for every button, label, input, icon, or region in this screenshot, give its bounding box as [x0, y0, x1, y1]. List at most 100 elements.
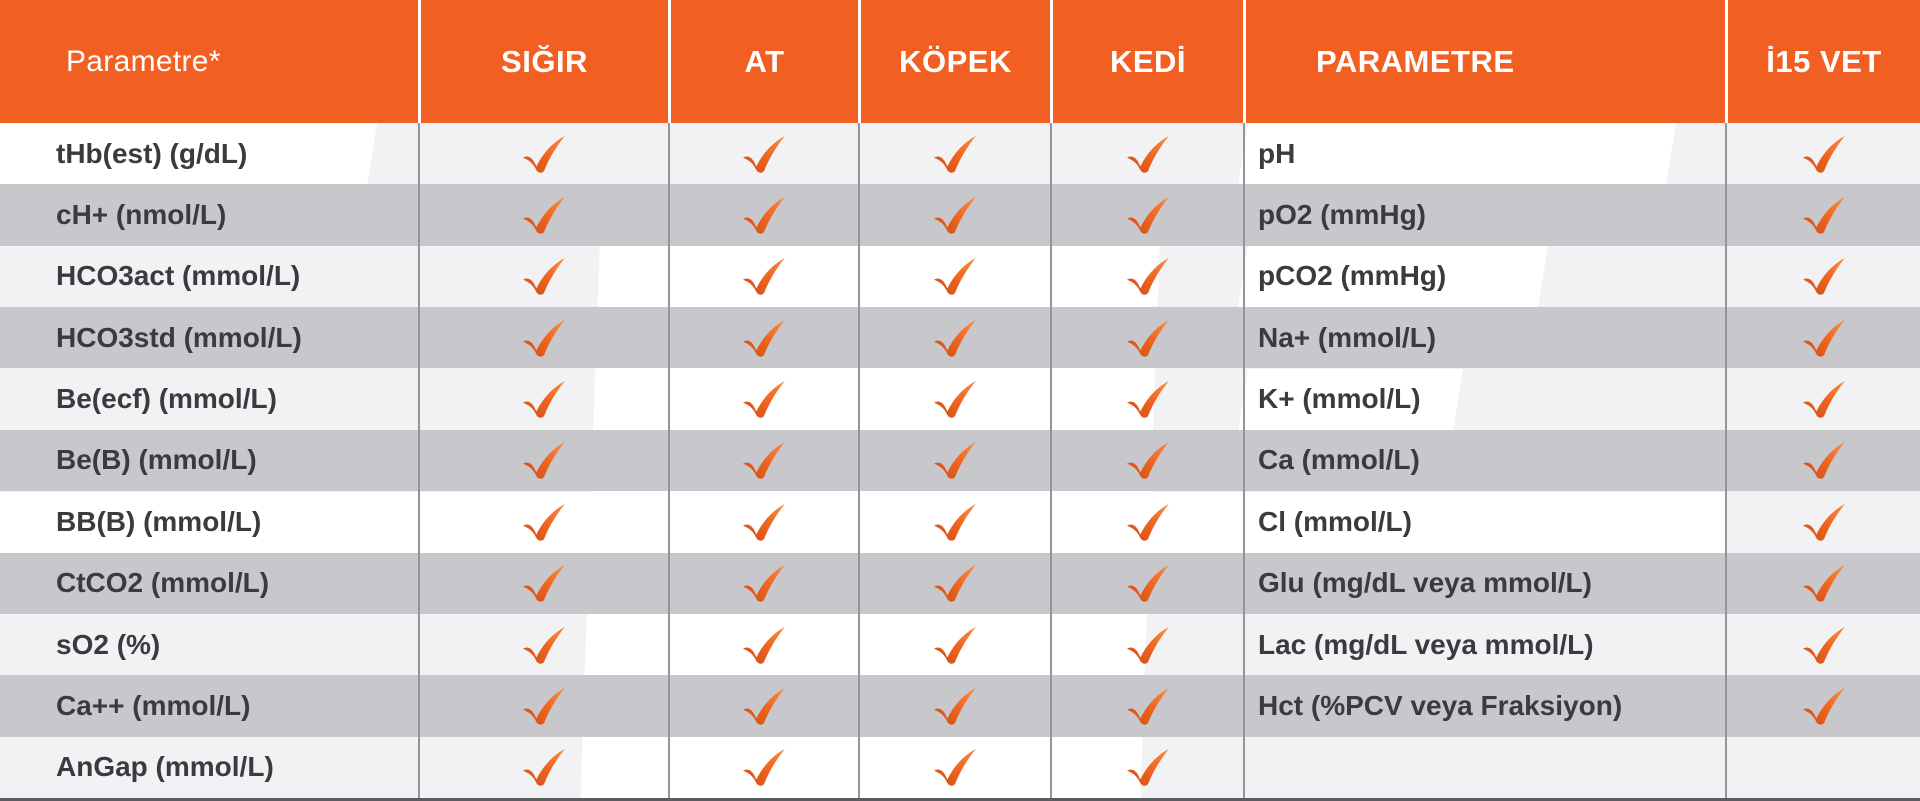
check-cell-kedi [1050, 184, 1243, 246]
check-icon [934, 687, 976, 725]
check-icon [743, 258, 785, 296]
check-icon [1126, 381, 1169, 418]
check-cell-sigir [418, 368, 668, 430]
check-cell-i15vet [1725, 307, 1920, 369]
check-cell-kedi [1050, 613, 1243, 676]
row-label-cell: Be(ecf) (mmol/L) [0, 368, 418, 429]
row-label: BB(B) (mmol/L) [56, 505, 262, 537]
check-cell-at [668, 675, 858, 737]
table-row: Be(ecf) (mmol/L) K+ (mmol/L) [0, 368, 1920, 430]
check-icon [523, 749, 565, 787]
check-icon [1126, 749, 1169, 787]
column-header-parametre: Parametre* [66, 44, 221, 78]
parameter-label: Hct (%PCV veya Fraksiyon) [1258, 689, 1623, 721]
column-header-kopek: KÖPEK [858, 0, 1050, 123]
parameter-label: Na+ (mmol/L) [1258, 321, 1437, 353]
check-cell-sigir [418, 184, 668, 246]
check-icon [1126, 503, 1169, 541]
row-label-cell: CtCO2 (mmol/L) [0, 553, 418, 614]
parameter-label: Cl (mmol/L) [1258, 505, 1412, 537]
check-icon [934, 258, 976, 296]
check-cell-sigir [418, 675, 668, 737]
row-label: CtCO2 (mmol/L) [56, 567, 270, 599]
check-cell-at [668, 123, 858, 185]
table-row: HCO3std (mmol/L) Na+ (mmol/L) [0, 307, 1920, 369]
check-cell-at [668, 368, 858, 430]
row-label: AnGap (mmol/L) [56, 751, 274, 783]
table-row: CtCO2 (mmol/L) Glu (mg/dL veya mmol/L) [0, 552, 1920, 614]
row-label-cell: BB(B) (mmol/L) [0, 491, 418, 552]
row-label: Be(B) (mmol/L) [56, 444, 257, 476]
check-cell-sigir [418, 123, 668, 185]
parameter-cell: pO2 (mmHg) [1243, 184, 1725, 246]
column-header-at: AT [668, 0, 858, 123]
row-label: cH+ (nmol/L) [56, 199, 227, 231]
check-cell-kopek [858, 613, 1050, 676]
check-icon [743, 749, 785, 787]
parameter-label: pCO2 (mmHg) [1258, 260, 1447, 292]
check-cell-i15vet [1725, 675, 1920, 737]
row-label: HCO3act (mmol/L) [56, 260, 301, 292]
check-cell-at [668, 736, 858, 798]
row-label-cell: HCO3act (mmol/L) [0, 246, 418, 307]
check-cell-at [668, 552, 858, 614]
check-cell-at [668, 184, 858, 246]
row-label-cell: sO2 (%) [0, 614, 418, 675]
parameter-cell: Ca (mmol/L) [1243, 429, 1725, 492]
check-icon [523, 503, 565, 541]
check-icon [934, 503, 976, 541]
check-icon [743, 687, 785, 725]
row-label: HCO3std (mmol/L) [56, 321, 302, 353]
check-cell-i15vet [1725, 184, 1920, 246]
check-cell-i15vet [1725, 491, 1920, 553]
table-row: sO2 (%) Lac (mg/dL veya mmol/L) [0, 613, 1920, 676]
check-cell-kedi [1050, 491, 1243, 553]
check-icon [743, 442, 785, 480]
check-cell-i15vet [1725, 736, 1920, 798]
check-icon [523, 442, 565, 480]
check-icon [1126, 196, 1169, 234]
check-icon [743, 565, 785, 602]
check-icon [1802, 687, 1845, 725]
check-icon [1802, 442, 1845, 480]
parameter-cell: Glu (mg/dL veya mmol/L) [1243, 552, 1725, 614]
check-icon [1126, 135, 1169, 173]
check-cell-i15vet [1725, 429, 1920, 492]
column-header-sigir: SIĞIR [418, 0, 668, 123]
check-icon [934, 196, 976, 234]
check-cell-kedi [1050, 429, 1243, 492]
parameter-label: K+ (mmol/L) [1258, 383, 1421, 415]
check-icon [934, 749, 976, 787]
check-icon [523, 626, 565, 664]
check-cell-at [668, 491, 858, 553]
parameter-label: Ca (mmol/L) [1258, 444, 1420, 476]
row-label-cell: tHb(est) (g/dL) [0, 123, 418, 184]
check-icon [743, 503, 785, 541]
row-label-cell: Ca++ (mmol/L) [0, 675, 418, 736]
check-cell-kopek [858, 429, 1050, 492]
check-icon [1802, 196, 1845, 234]
check-cell-kopek [858, 307, 1050, 369]
check-icon [1802, 626, 1845, 664]
check-cell-i15vet [1725, 245, 1920, 308]
row-label-cell: cH+ (nmol/L) [0, 184, 418, 245]
check-cell-sigir [418, 613, 668, 676]
table-body: tHb(est) (g/dL) pH [0, 123, 1920, 798]
row-label: tHb(est) (g/dL) [56, 137, 248, 169]
check-cell-kedi [1050, 675, 1243, 737]
check-icon [934, 319, 976, 357]
row-label-cell: HCO3std (mmol/L) [0, 307, 418, 368]
check-icon [1802, 381, 1845, 418]
check-cell-sigir [418, 429, 668, 492]
check-icon [1126, 565, 1169, 602]
check-icon [523, 196, 565, 234]
row-label-cell: AnGap (mmol/L) [0, 737, 418, 798]
check-icon [934, 135, 976, 173]
check-cell-at [668, 429, 858, 492]
parameter-label: pO2 (mmHg) [1258, 199, 1426, 231]
check-icon [1126, 319, 1169, 357]
check-cell-kopek [858, 675, 1050, 737]
check-icon [523, 381, 565, 418]
